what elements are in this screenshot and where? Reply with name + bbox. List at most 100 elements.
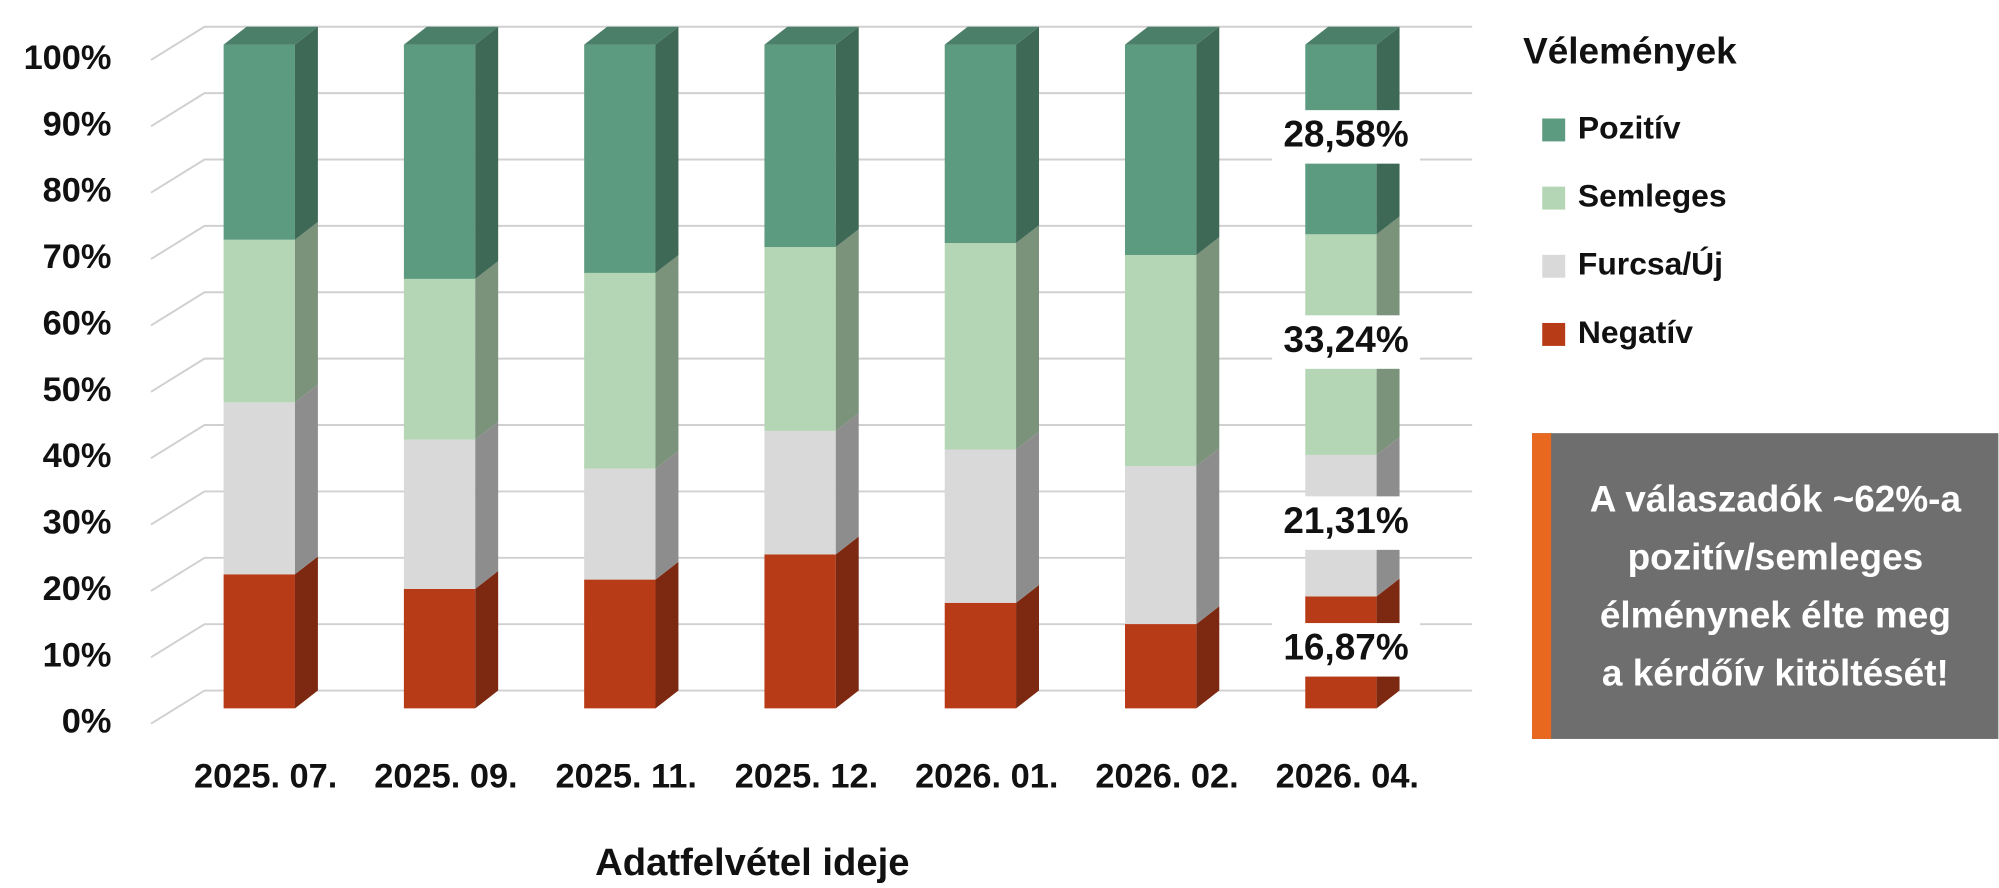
legend-swatch: [1542, 186, 1566, 210]
bar-side: [1196, 237, 1220, 467]
data-label: 28,58%: [1283, 114, 1408, 155]
annotation-text: a kérdőív kitöltését!: [1602, 653, 1949, 694]
grid-line: [150, 490, 1473, 526]
bar-top: [944, 26, 1039, 45]
grid-line: [150, 92, 1473, 128]
bar-top: [403, 26, 499, 45]
bar-segment: [223, 574, 295, 709]
grid-line: [150, 25, 1473, 61]
grid-line: [150, 357, 1473, 393]
bar-segment: [584, 468, 656, 580]
x-tick-label: 2025. 12.: [735, 758, 878, 796]
grid-line: [150, 158, 1473, 194]
x-tick-label: 2025. 07.: [194, 758, 337, 796]
bar-segment: [403, 278, 476, 440]
data-label: 21,31%: [1283, 500, 1408, 541]
bar-segment: [944, 243, 1017, 450]
bar-side: [475, 26, 499, 279]
bar-segment: [403, 44, 476, 279]
y-tick-label: 30%: [43, 504, 112, 542]
bar-side: [655, 255, 679, 469]
bar-segment: [1124, 624, 1197, 709]
bar-side: [475, 571, 499, 709]
bar-side: [655, 561, 679, 709]
y-tick-label: 50%: [43, 371, 112, 409]
x-tick-label: 2025. 11.: [555, 758, 696, 796]
bar-segment: [223, 44, 295, 240]
bar-side: [655, 450, 679, 580]
bar-segment: [403, 588, 476, 709]
x-axis-title: Adatfelvétel ideje: [595, 841, 909, 884]
bar-side: [294, 556, 318, 709]
bar-side: [1016, 225, 1039, 450]
grid-line: [150, 424, 1473, 459]
y-tick-label: 90%: [43, 105, 112, 143]
legend-label: Negatív: [1578, 314, 1693, 350]
bar-side: [835, 26, 859, 248]
x-tick-label: 2026. 01.: [915, 758, 1058, 796]
bar-segment: [944, 44, 1017, 244]
legend-swatch: [1542, 118, 1566, 142]
x-tick-label: 2026. 02.: [1095, 758, 1238, 796]
bar-top: [223, 26, 318, 45]
bar-side: [475, 421, 499, 589]
bar-side: [1016, 584, 1039, 709]
bar-top: [764, 26, 859, 45]
bar-side: [1016, 26, 1039, 244]
label-box: [1272, 315, 1420, 369]
y-tick-label: 100%: [24, 39, 112, 77]
annotation-accent: [1532, 433, 1552, 739]
bar-side: [1016, 431, 1039, 603]
bar-segment: [223, 402, 295, 575]
bar-segment: [403, 439, 476, 589]
bar-segment: [944, 449, 1017, 603]
bar-side: [835, 229, 859, 431]
bar-side: [294, 26, 318, 240]
legend-title: Vélemények: [1523, 30, 1737, 71]
legend-swatch: [1542, 322, 1566, 346]
legend-label: Pozitív: [1578, 109, 1681, 145]
bar-segment: [764, 554, 836, 709]
y-tick-label: 60%: [43, 304, 112, 342]
annotation-text: pozitív/semleges: [1628, 537, 1924, 578]
y-tick-label: 10%: [43, 636, 112, 674]
label-box: [1272, 496, 1420, 550]
annotation-text: élménynek élte meg: [1600, 595, 1951, 636]
bar-side: [835, 413, 859, 555]
x-tick-label: 2025. 09.: [374, 758, 517, 796]
annotation-box: [1532, 433, 1999, 739]
bar-segment: [223, 239, 295, 403]
legend-swatch: [1542, 254, 1566, 278]
annotation-text: A válaszadók ~62%-a: [1590, 479, 1962, 520]
bar-segment: [764, 247, 836, 431]
y-tick-label: 40%: [43, 437, 112, 475]
grid-line: [150, 291, 1473, 327]
bar-side: [1196, 26, 1220, 256]
bar-segment: [1124, 44, 1197, 256]
y-tick-label: 20%: [43, 570, 112, 608]
data-label: 33,24%: [1283, 319, 1408, 360]
label-box: [1272, 623, 1420, 677]
data-label: 16,87%: [1283, 627, 1408, 668]
grid-line: [150, 689, 1473, 725]
bar-segment: [764, 44, 836, 248]
bar-segment: [944, 602, 1017, 709]
bar-top: [584, 26, 679, 45]
bar-segment: [584, 272, 656, 469]
legend-label: Semleges: [1578, 178, 1727, 214]
bar-segment: [584, 44, 656, 273]
y-tick-label: 0%: [62, 703, 112, 741]
bar-side: [294, 221, 318, 403]
label-box: [1272, 110, 1420, 164]
bar-side: [475, 261, 499, 440]
grid-line: [150, 556, 1473, 592]
bar-top: [1124, 26, 1220, 45]
grid-line: [150, 623, 1473, 659]
bar-segment: [1124, 466, 1197, 625]
bar-side: [835, 536, 859, 709]
bar-segment: [584, 579, 656, 709]
x-tick-label: 2026. 04.: [1276, 758, 1419, 796]
bar-segment: [764, 430, 836, 555]
bar-side: [294, 384, 318, 575]
